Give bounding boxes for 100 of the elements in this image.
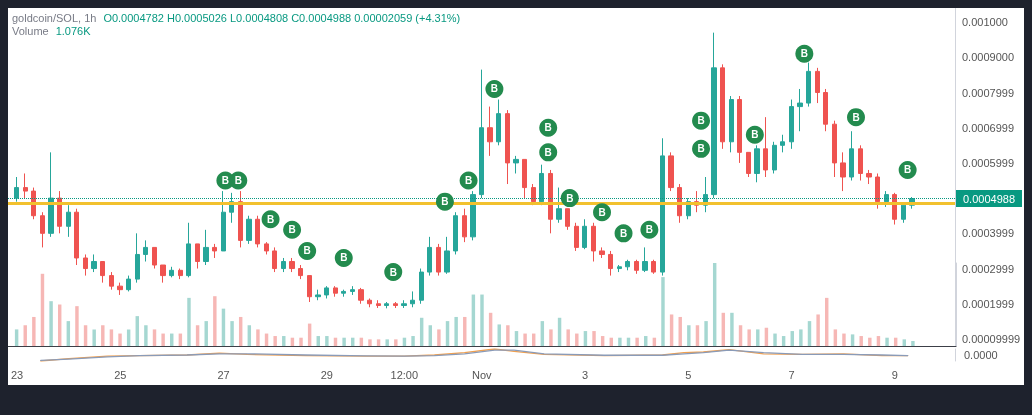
candlestick [307,275,312,303]
bar [842,333,846,346]
candlestick [315,289,321,301]
candlestick [840,151,846,192]
candlestick [246,215,252,245]
annotation: B [697,115,705,127]
candlestick [754,144,760,183]
bar [687,325,691,346]
x-tick-label: 5 [685,368,692,381]
candlestick [195,243,200,270]
bar [256,329,260,346]
candlestick [582,218,587,250]
bar [635,337,639,346]
candlestick [350,285,355,296]
candlestick [901,202,906,224]
candlestick [505,109,510,185]
candlestick [221,190,226,252]
annotation: B [697,143,705,155]
candlestick [651,259,656,275]
candlestick [849,130,854,182]
candlestick [100,261,105,284]
candlestick [565,208,570,231]
bar [549,329,553,346]
bar [661,277,665,346]
x-tick-label: 7 [788,368,795,381]
bar [213,296,217,346]
bar [704,321,708,346]
candlestick [135,232,140,284]
candlestick [186,222,191,278]
candlestick [289,257,295,273]
bar [730,312,734,346]
annotation: B [221,175,229,187]
bar [480,294,484,346]
candlestick [789,99,794,150]
candlestick [419,268,424,305]
bar [161,333,165,346]
candlestick [866,169,872,185]
candlestick [160,264,166,284]
bar [144,325,148,346]
candlestick [599,246,605,259]
y-tick-label: 0.0009000 [962,51,1014,64]
bar [859,336,863,346]
candlestick [574,222,579,252]
annotation: B [389,266,397,278]
candlestick [453,211,458,255]
candlestick [376,299,381,309]
x-tick-label: 27 [217,368,230,381]
candlestick [720,63,725,150]
candlestick [14,176,19,203]
candlestick [83,253,88,277]
candlestick [48,151,54,238]
bar [394,339,398,346]
x-tick-label: 25 [114,368,127,381]
bar [187,297,191,346]
bar [230,321,234,346]
candlestick [358,287,364,305]
bar [678,316,682,346]
annotation: B [234,175,242,187]
candlestick [591,222,596,262]
candlestick [797,88,803,132]
candlestick [178,268,183,280]
y-tick-label: 0.0005999 [962,156,1014,169]
candlestick [823,88,828,132]
candlestick [410,290,415,308]
x-tick-label: 23 [10,368,24,381]
annotation: B [619,227,628,239]
candlestick [832,120,837,178]
bar [92,329,96,346]
bar [868,337,872,346]
candlestick [436,243,441,277]
y-tick-label: 0.00009999 [962,332,1021,345]
candlestick [556,187,562,224]
candlestick [281,257,286,273]
candlestick [772,141,777,174]
x-tick-label: 3 [581,368,589,381]
x-tick-label: 9 [891,368,898,381]
bar [454,316,458,346]
candlestick [668,151,674,192]
candlestick [711,32,717,199]
annotation: B [566,192,574,204]
bar [911,341,915,346]
bar [902,339,907,346]
annotation: B [464,175,473,187]
candlestick [737,95,742,164]
bar [506,325,510,346]
y-tick-label: 0.001000 [962,16,1008,29]
candlestick [487,106,493,157]
candlestick [23,172,28,199]
annotation: B [852,111,860,123]
bar [747,329,751,346]
candlestick [642,246,648,273]
bar [204,321,208,346]
candlestick [152,246,157,270]
candlestick [479,69,484,199]
candlestick [40,211,45,248]
candlestick [393,301,398,309]
candlestick [117,282,123,296]
bar [32,316,36,346]
chart-title: goldcoin/SOL, 1h [12,11,97,24]
bar [273,336,277,346]
